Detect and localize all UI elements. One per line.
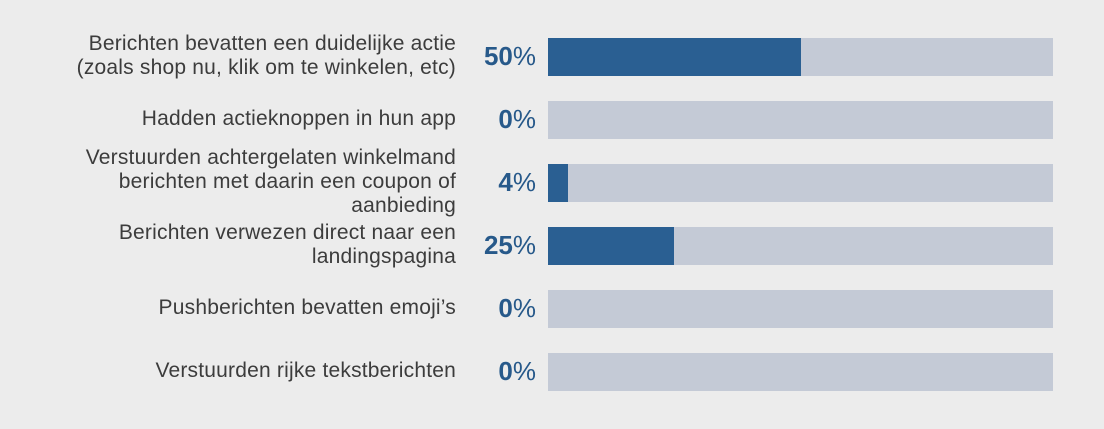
category-label-line: Pushberichten bevatten emoji’s xyxy=(158,296,456,319)
data-label-number: 4 xyxy=(498,166,513,197)
bar-track xyxy=(548,38,1053,76)
bar-track xyxy=(548,353,1053,391)
data-label: 0% xyxy=(464,276,536,340)
category-label: Verstuurden achtergelaten winkelmand beri… xyxy=(0,146,456,217)
category-label-line: Berichten bevatten een duidelijke actie xyxy=(88,32,456,55)
bar-track xyxy=(548,101,1053,139)
category-label: Pushberichten bevatten emoji’s xyxy=(0,276,456,340)
category-label-line: Berichten verwezen direct naar een xyxy=(118,221,456,244)
category-label: Berichten bevatten een duidelijke actie(… xyxy=(0,24,456,88)
data-label-suffix: % xyxy=(512,40,536,71)
data-label: 0% xyxy=(464,339,536,403)
bar xyxy=(548,38,801,76)
data-label-suffix: % xyxy=(512,229,536,260)
category-label-line: (zoals shop nu, klik om te winkelen, etc… xyxy=(76,56,456,79)
chart-row: Pushberichten bevatten emoji’s 0% xyxy=(0,276,1104,340)
category-label-line: landingspagina xyxy=(311,245,456,268)
bar xyxy=(548,164,568,202)
category-label-line: Verstuurden achtergelaten winkelmand xyxy=(85,146,456,169)
bar-track xyxy=(548,164,1053,202)
category-label-line: aanbieding xyxy=(351,194,456,217)
category-label: Verstuurden rijke tekstberichten xyxy=(0,339,456,403)
bar-track xyxy=(548,227,1053,265)
data-label-number: 50 xyxy=(483,40,513,71)
category-label-line: Verstuurden rijke tekstberichten xyxy=(155,359,456,382)
chart-row: Verstuurden rijke tekstberichten 0% xyxy=(0,339,1104,403)
chart-row: Hadden actieknoppen in hun app 0% xyxy=(0,87,1104,151)
data-label-suffix: % xyxy=(512,355,536,386)
data-label-number: 0 xyxy=(498,355,513,386)
chart-row: Berichten verwezen direct naar een landin… xyxy=(0,213,1104,277)
data-label: 25% xyxy=(464,213,536,277)
data-label: 50% xyxy=(464,24,536,88)
data-label-number: 0 xyxy=(498,292,513,323)
data-label-number: 0 xyxy=(498,103,513,134)
data-label-suffix: % xyxy=(512,166,536,197)
category-label-line: Hadden actieknoppen in hun app xyxy=(141,107,456,130)
bar-track xyxy=(548,290,1053,328)
chart-row: Verstuurden achtergelaten winkelmand beri… xyxy=(0,146,1104,217)
data-label-suffix: % xyxy=(512,292,536,323)
category-label: Berichten verwezen direct naar een landin… xyxy=(0,213,456,277)
bar xyxy=(548,227,674,265)
category-label-line: berichten met daarin een coupon of xyxy=(118,170,456,193)
data-label-number: 25 xyxy=(483,229,513,260)
data-label: 0% xyxy=(464,87,536,151)
chart-row: Berichten bevatten een duidelijke actie(… xyxy=(0,24,1104,88)
data-label-suffix: % xyxy=(512,103,536,134)
category-label: Hadden actieknoppen in hun app xyxy=(0,87,456,151)
data-label: 4% xyxy=(464,150,536,214)
